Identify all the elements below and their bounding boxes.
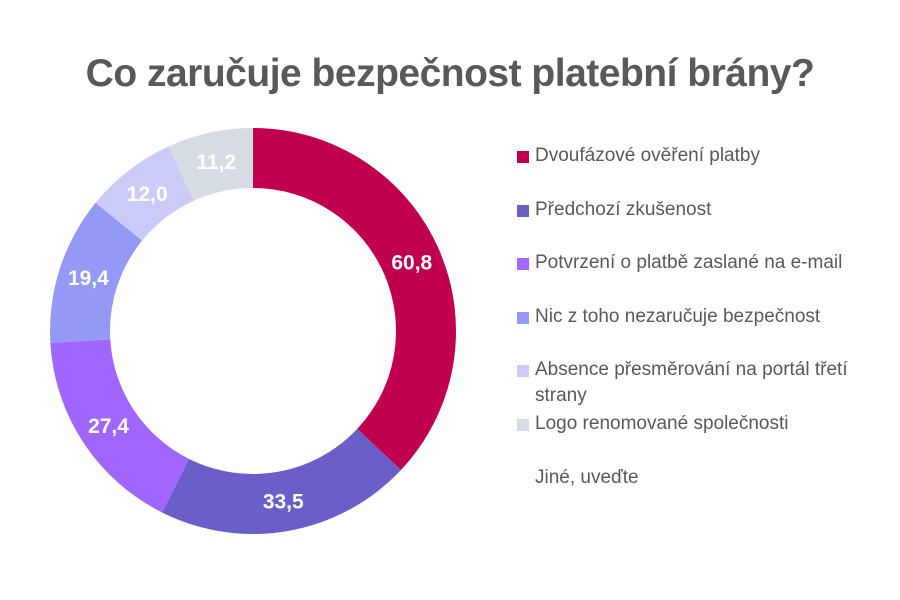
legend-item: Jiné, uveďte [517, 465, 887, 491]
donut-slice-6 [168, 128, 253, 201]
legend-swatch [517, 473, 529, 485]
donut-slice-1 [253, 128, 457, 471]
donut-slice-3 [50, 339, 189, 513]
legend-label: Logo renomované společnosti [535, 413, 789, 434]
legend-label: Absence přesměrování na portál třetí str… [535, 359, 848, 406]
data-label-3: 27,4 [88, 415, 129, 438]
legend-swatch [517, 205, 529, 217]
legend-label: Jiné, uveďte [535, 467, 639, 488]
donut-slice-2 [162, 428, 401, 534]
legend-item: Potvrzení o platbě zaslané na e-mail [517, 250, 887, 276]
legend-item: Dvoufázové ověření platby [517, 143, 887, 169]
chart-title: Co zaručuje bezpečnost platební brány? [85, 52, 815, 95]
legend-item: Logo renomované společnosti [517, 411, 887, 437]
legend-item: Předchozí zkušenost [517, 197, 887, 223]
legend-swatch [517, 312, 529, 324]
legend-swatch [517, 419, 529, 431]
donut-slice-4 [50, 202, 143, 343]
legend-label: Potvrzení o platbě zaslané na e-mail [535, 252, 843, 273]
data-label-6: 11,2 [196, 151, 236, 174]
legend-swatch [517, 258, 529, 270]
legend-swatch [517, 365, 529, 377]
legend-label: Nic z toho nezaručuje bezpečnost [535, 306, 821, 327]
data-label-5: 12,0 [127, 183, 168, 206]
legend-item: Nic z toho nezaručuje bezpečnost [517, 304, 887, 330]
legend-swatch [517, 151, 529, 163]
legend-item: Absence přesměrování na portál třetí str… [517, 357, 887, 409]
data-label-1: 60,8 [391, 251, 432, 274]
legend-label: Dvoufázové ověření platby [535, 145, 760, 166]
donut-slice-5 [95, 146, 194, 241]
data-label-4: 19,4 [68, 267, 109, 290]
data-label-2: 33,5 [263, 490, 304, 513]
legend-label: Předchozí zkušenost [535, 199, 712, 220]
